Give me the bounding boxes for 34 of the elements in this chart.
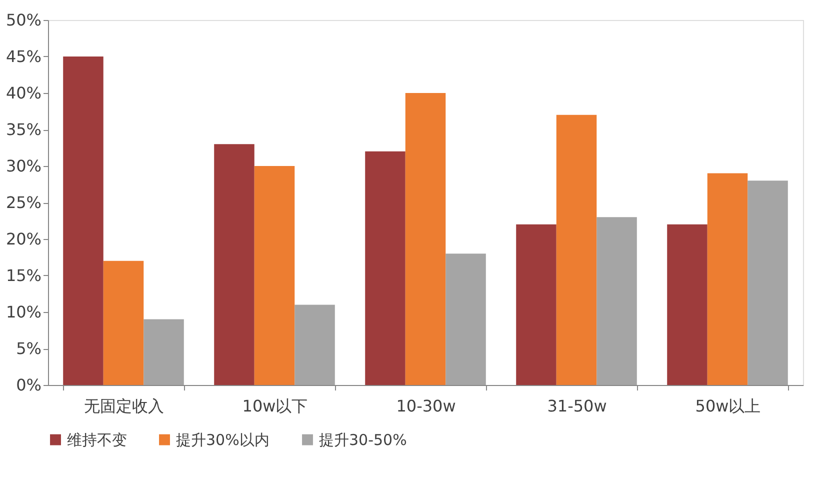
bar <box>707 173 748 385</box>
legend-label: 提升30%以内 <box>176 430 270 449</box>
bar <box>556 114 597 385</box>
y-tick-label: 30% <box>6 156 42 176</box>
y-tick-label: 45% <box>6 47 42 66</box>
y-tick-label: 15% <box>6 266 42 285</box>
y-tick-label: 25% <box>6 193 42 212</box>
x-tick-label: 31-50w <box>547 396 607 416</box>
bar <box>254 166 295 385</box>
legend-label: 维持不变 <box>67 430 127 449</box>
bar <box>405 93 446 385</box>
bar <box>294 304 335 385</box>
bar <box>748 180 788 385</box>
bar <box>667 224 708 385</box>
bar <box>446 254 486 385</box>
bar <box>63 56 104 385</box>
bar <box>365 151 406 385</box>
y-tick-label: 5% <box>16 339 42 358</box>
y-tick-label: 50% <box>6 10 42 30</box>
x-tick-label: 10w以下 <box>242 396 308 416</box>
x-tick-label: 10-30w <box>396 396 456 416</box>
legend-label: 提升30-50% <box>319 430 407 449</box>
y-tick-label: 0% <box>16 376 42 394</box>
bar <box>103 260 144 385</box>
y-tick-label: 40% <box>6 84 42 102</box>
y-tick-label: 10% <box>6 302 42 322</box>
y-tick-label: 35% <box>6 120 42 139</box>
bar <box>516 224 556 385</box>
x-tick-label: 50w以上 <box>695 396 761 416</box>
x-tick-label: 无固定收入 <box>84 396 164 416</box>
bar <box>214 144 254 385</box>
bar <box>144 319 184 385</box>
bar <box>596 217 637 385</box>
y-tick-label: 20% <box>6 230 42 248</box>
